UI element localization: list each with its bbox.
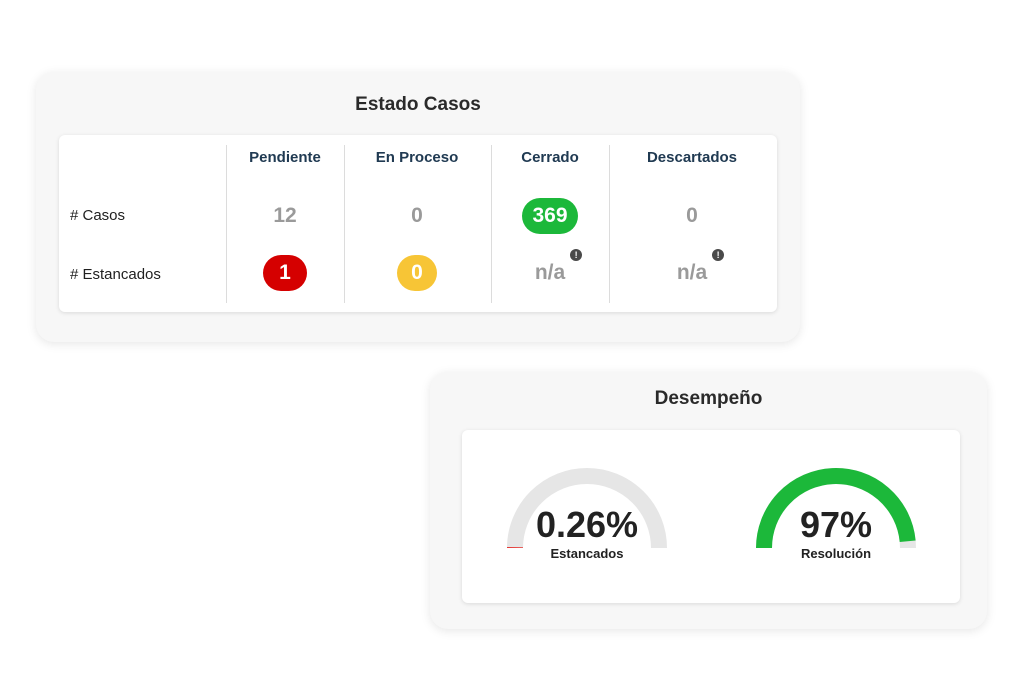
gauge-value: 0.26% — [535, 504, 639, 545]
gauge-label: Estancados — [550, 546, 624, 561]
estancados-descartados-cell: n/a ! — [632, 249, 752, 285]
estancados-pendiente-cell: 1 — [225, 255, 345, 291]
column-header-pendiente: Pendiente — [249, 149, 321, 166]
casos-descartados-value: 0 — [686, 204, 698, 227]
estancados-cerrado-value: n/a — [534, 261, 566, 284]
estancados-pendiente-badge: 1 — [263, 255, 307, 291]
gauge-arc — [507, 468, 667, 549]
casos-en-proceso-value: 0 — [411, 204, 423, 227]
gauge-label: Resolución — [800, 546, 872, 561]
column-divider — [344, 145, 345, 303]
column-divider — [491, 145, 492, 303]
casos-pendiente-value: 12 — [273, 204, 297, 227]
estancados-en-proceso-cell: 0 — [357, 255, 477, 291]
column-header-en-proceso: En Proceso — [375, 149, 459, 166]
estado-casos-card: Estado Casos Pendiente En Proceso Cerrad… — [36, 72, 800, 342]
gauge-arc — [756, 468, 916, 549]
gauge-value: 97% — [799, 504, 873, 545]
info-icon[interactable]: ! — [570, 249, 583, 261]
estado-casos-table: Pendiente En Proceso Cerrado Descartados… — [59, 135, 777, 312]
desempeno-title: Desempeño — [654, 388, 763, 409]
casos-cerrado-cell: 369 — [490, 198, 610, 234]
estancados-descartados-value: n/a — [676, 261, 708, 284]
column-divider — [226, 145, 227, 303]
gauge-track — [507, 468, 667, 549]
desempeno-card: Desempeño 0.26% Estancados 97% Resolució… — [430, 372, 987, 629]
casos-cerrado-badge: 369 — [522, 198, 578, 234]
column-header-descartados: Descartados — [646, 149, 738, 166]
estado-casos-title: Estado Casos — [355, 94, 481, 115]
info-icon[interactable]: ! — [712, 249, 725, 261]
estancados-gauge: 0.26% Estancados — [502, 466, 672, 566]
column-header-cerrado: Cerrado — [521, 149, 579, 166]
desempeno-panel: 0.26% Estancados 97% Resolución — [462, 430, 960, 603]
estancados-en-proceso-badge: 0 — [397, 255, 437, 291]
row-label-casos: # Casos — [70, 207, 126, 224]
resolucion-gauge: 97% Resolución — [751, 466, 921, 566]
estancados-cerrado-cell: n/a ! — [490, 249, 610, 285]
column-divider — [609, 145, 610, 303]
gauge-fill — [756, 468, 916, 549]
row-label-estancados: # Estancados — [70, 266, 161, 283]
